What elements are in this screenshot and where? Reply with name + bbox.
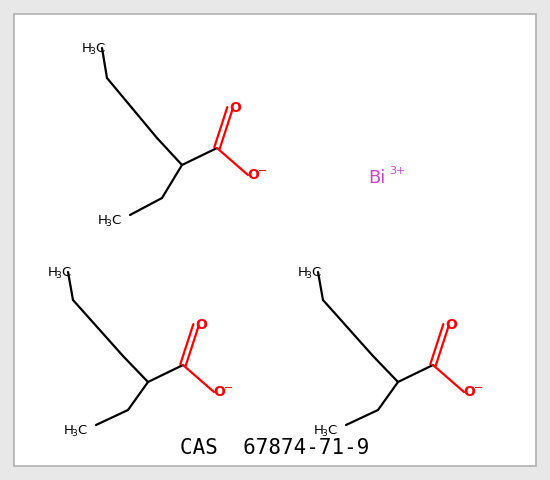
Text: 3: 3	[106, 219, 111, 228]
Text: O: O	[463, 385, 475, 399]
Text: H: H	[48, 265, 58, 278]
Text: O: O	[229, 101, 241, 115]
Text: H: H	[64, 423, 74, 436]
Text: H: H	[314, 423, 324, 436]
Text: 3: 3	[322, 429, 327, 438]
Text: −: −	[223, 383, 233, 393]
Text: C: C	[62, 265, 71, 278]
Text: C: C	[311, 265, 321, 278]
Text: H: H	[298, 265, 308, 278]
Text: H: H	[98, 214, 108, 227]
Text: O: O	[247, 168, 259, 182]
Text: 3: 3	[90, 47, 95, 56]
Text: Bi: Bi	[368, 169, 386, 187]
Text: C: C	[96, 41, 104, 55]
Text: C: C	[112, 214, 121, 227]
Text: O: O	[213, 385, 225, 399]
Text: 3: 3	[56, 271, 61, 280]
Text: −: −	[257, 166, 267, 176]
Text: 3: 3	[72, 429, 77, 438]
Text: C: C	[78, 423, 87, 436]
Text: 3: 3	[305, 271, 311, 280]
Text: C: C	[327, 423, 337, 436]
Text: −: −	[474, 383, 483, 393]
Text: 3+: 3+	[389, 166, 405, 176]
Text: CAS  67874-71-9: CAS 67874-71-9	[180, 438, 370, 458]
Text: O: O	[445, 318, 457, 332]
Text: O: O	[195, 318, 207, 332]
FancyBboxPatch shape	[14, 14, 536, 466]
Text: H: H	[82, 41, 92, 55]
